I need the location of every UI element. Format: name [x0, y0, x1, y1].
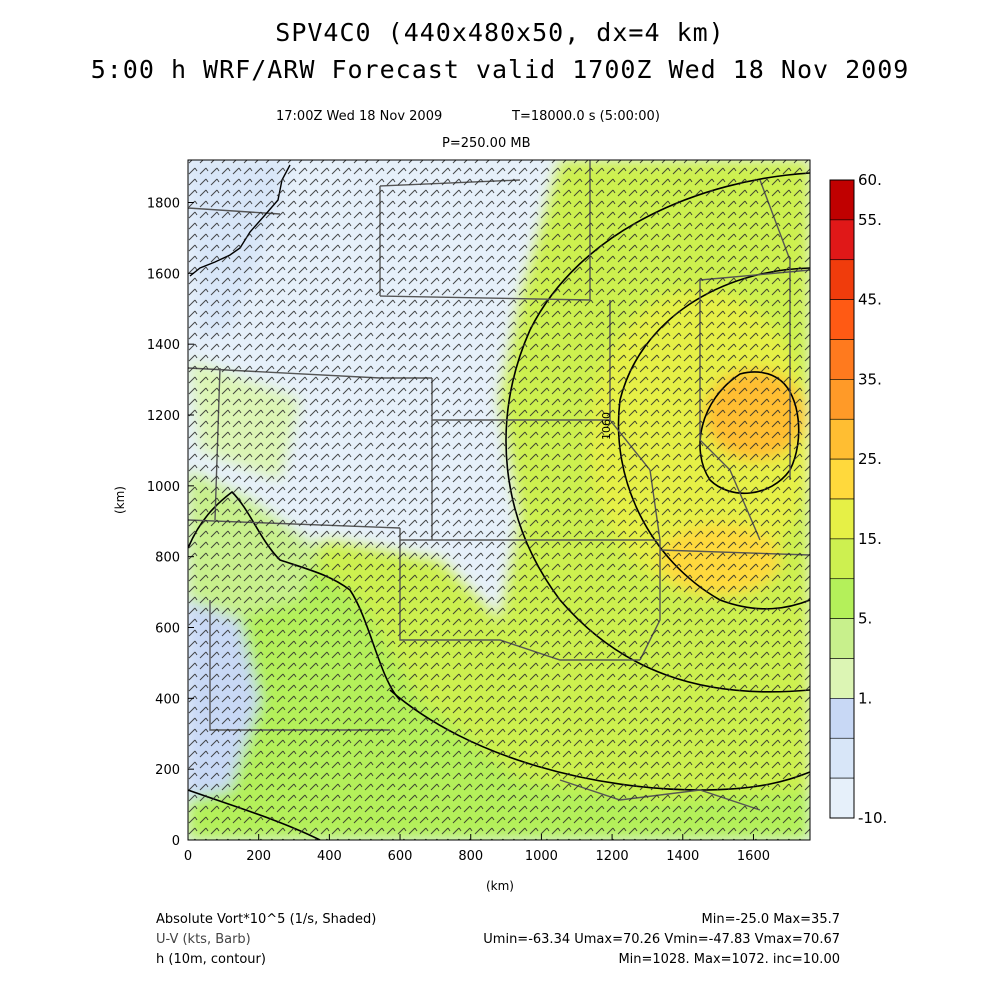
y-tick-label: 200 — [155, 763, 180, 778]
legend-height-stats: Min=1028. Max=1072. inc=10.00 — [618, 952, 840, 967]
colorbar: 60. 55. 45. 35. 25. 15. 5. 1. -10. — [829, 171, 887, 827]
valid-time: 17:00Z Wed 18 Nov 2009 — [276, 109, 443, 124]
y-tick-label: 1400 — [147, 338, 180, 353]
colorbar-swatch — [829, 658, 855, 699]
legend-field-height: h (10m, contour) — [156, 952, 266, 967]
x-tick-label: 1200 — [596, 849, 629, 864]
colorbar-swatch — [829, 498, 855, 540]
colorbar-swatch — [829, 737, 855, 779]
colorbar-swatch — [829, 458, 855, 500]
colorbar-label: 45. — [858, 291, 882, 309]
colorbar-label: 15. — [858, 530, 882, 548]
y-tick-label: 400 — [155, 692, 180, 707]
wind-barbs — [188, 160, 810, 840]
colorbar-swatch — [829, 777, 855, 819]
model-time: T=18000.0 s (5:00:00) — [512, 109, 660, 124]
colorbar-label: 1. — [858, 689, 872, 707]
colorbar-label: 55. — [858, 211, 882, 229]
colorbar-label: 25. — [858, 450, 882, 468]
colorbar-swatch — [829, 219, 855, 261]
y-tick-label: 1000 — [147, 480, 180, 495]
colorbar-label: -10. — [858, 809, 887, 827]
x-tick-label: 1400 — [666, 849, 699, 864]
colorbar-swatch — [829, 259, 855, 300]
contour-label-1060: 1060 — [600, 412, 613, 440]
legend-wind-stats: Umin=-63.34 Umax=70.26 Vmin=-47.83 Vmax=… — [483, 932, 840, 947]
y-tick-label: 0 — [172, 834, 180, 849]
colorbar-swatch — [829, 418, 855, 460]
y-axis: 0 200 400 600 800 1000 1200 1400 1600 1800 — [147, 197, 194, 849]
x-tick-label: 0 — [184, 849, 192, 864]
title-line-2: 5:00 h WRF/ARW Forecast valid 1700Z Wed … — [90, 55, 910, 84]
x-tick-label: 600 — [388, 849, 413, 864]
colorbar-swatch — [829, 538, 855, 580]
map-plot: 1060 — [188, 160, 810, 840]
colorbar-swatch — [829, 618, 855, 659]
y-axis-label: (km) — [113, 486, 127, 514]
x-tick-label: 200 — [246, 849, 271, 864]
x-tick-label: 1000 — [525, 849, 558, 864]
y-tick-label: 1600 — [147, 267, 180, 282]
y-tick-label: 1200 — [147, 409, 180, 424]
colorbar-swatch — [829, 339, 855, 380]
legend-field-vorticity: Absolute Vort*10^5 (1/s, Shaded) — [156, 912, 377, 927]
colorbar-swatch — [829, 698, 855, 739]
x-tick-label: 1600 — [737, 849, 770, 864]
colorbar-swatch — [829, 578, 855, 619]
colorbar-swatch — [829, 179, 855, 221]
y-tick-label: 1800 — [147, 197, 180, 212]
x-tick-label: 800 — [458, 849, 483, 864]
colorbar-swatch — [829, 299, 855, 340]
y-tick-label: 600 — [155, 622, 180, 637]
plot-frame — [187, 159, 811, 841]
x-axis-label: (km) — [486, 879, 514, 893]
x-axis: 0 200 400 600 800 1000 1200 1400 1600 — [184, 834, 770, 864]
legend-vorticity-stats: Min=-25.0 Max=35.7 — [701, 912, 840, 927]
colorbar-label: 5. — [858, 610, 872, 628]
title-line-1: SPV4C0 (440x480x50, dx=4 km) — [275, 18, 725, 47]
y-tick-label: 800 — [155, 551, 180, 566]
colorbar-label: 60. — [858, 171, 882, 189]
colorbar-swatch — [829, 379, 855, 420]
pressure-level: P=250.00 MB — [442, 136, 531, 151]
colorbar-label: 35. — [858, 370, 882, 388]
x-tick-label: 400 — [317, 849, 342, 864]
legend-field-wind: U-V (kts, Barb) — [156, 932, 251, 947]
colorbar-frame — [829, 179, 855, 819]
